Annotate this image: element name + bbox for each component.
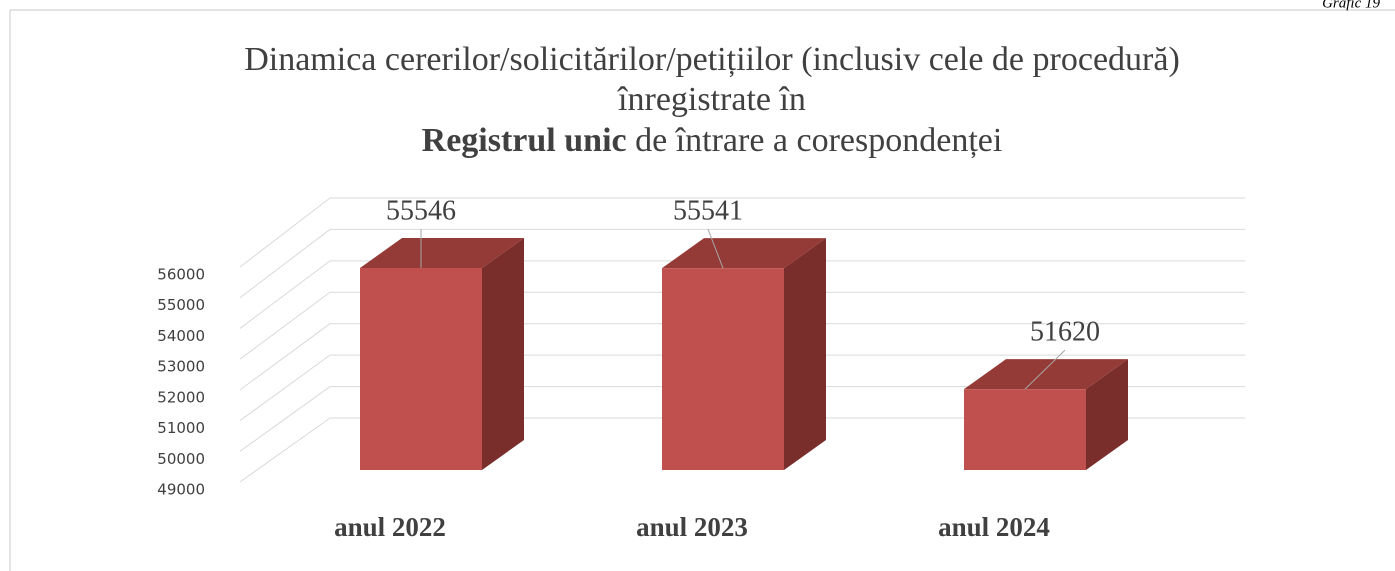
leader-line (707, 228, 724, 269)
grid-line (239, 260, 331, 329)
x-tick-label: anul 2023 (636, 512, 748, 542)
y-tick-label: 51000 (157, 419, 205, 437)
y-tick-label: 52000 (157, 388, 205, 406)
value-label: 55541 (673, 196, 743, 227)
bar-top (360, 238, 524, 269)
value-label: 51620 (1030, 317, 1100, 348)
grid-line (239, 354, 331, 421)
leader-line (1024, 349, 1066, 390)
bar-side (482, 238, 524, 470)
grid-line (239, 197, 331, 268)
bar (964, 389, 1086, 470)
y-tick-label: 56000 (157, 266, 205, 284)
bar-top (964, 359, 1128, 390)
grid-line (239, 323, 331, 391)
y-tick-label: 55000 (157, 296, 205, 314)
y-tick-label: 54000 (157, 327, 205, 345)
bar-side (1086, 359, 1128, 470)
bar-top (662, 238, 826, 269)
value-label: 55546 (386, 195, 456, 226)
title-rest: de întrare a corespondenței (627, 122, 1003, 159)
y-tick-label: 49000 (157, 481, 205, 499)
chart-title: Dinamica cererilor/solicitărilor/petiții… (244, 41, 1180, 78)
y-tick-label: 53000 (157, 358, 205, 376)
bar (662, 268, 784, 470)
bar-side (784, 238, 826, 470)
bar (360, 268, 482, 470)
grid-line (239, 417, 331, 483)
grid-line (239, 386, 331, 452)
chart-title: înregistrate în (617, 81, 806, 118)
x-tick-label: anul 2022 (334, 512, 446, 542)
grid-line (239, 291, 331, 360)
grid-line (239, 229, 331, 299)
y-tick-label: 50000 (157, 450, 205, 468)
x-tick-label: anul 2024 (938, 512, 1050, 542)
title-bold: Registrul unic (422, 122, 627, 159)
page-label: Grafic 19 (1322, 0, 1380, 11)
chart-title: Registrul unic de întrare a corespondenț… (422, 122, 1003, 159)
